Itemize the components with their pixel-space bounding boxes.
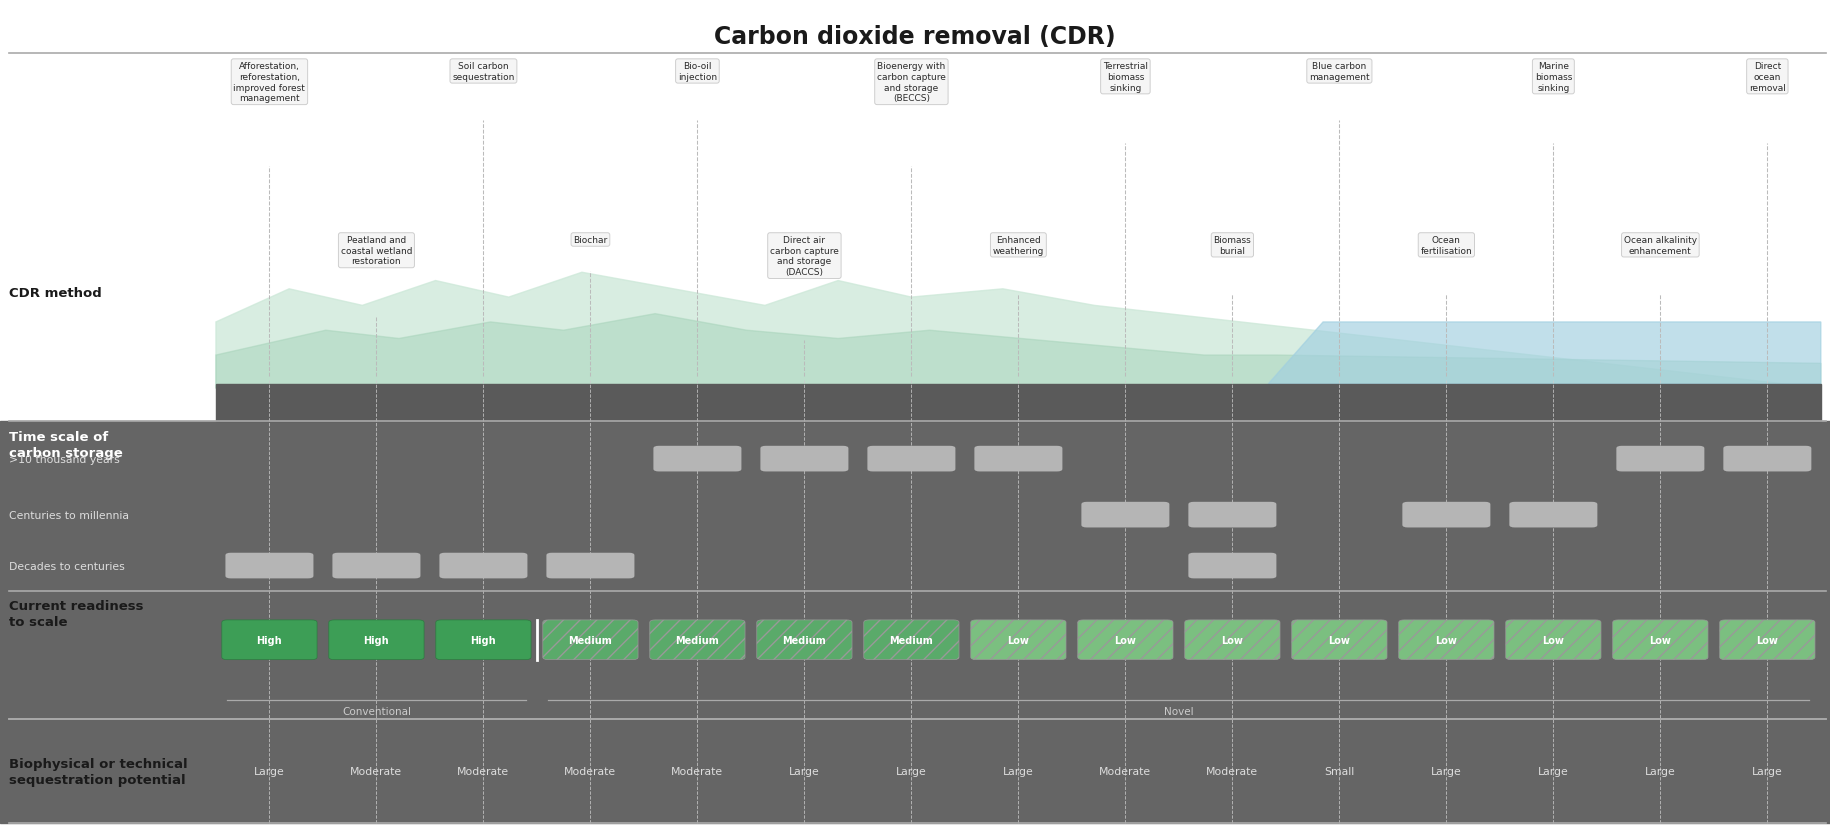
FancyBboxPatch shape	[761, 447, 849, 472]
Polygon shape	[216, 314, 1821, 389]
Text: Moderate: Moderate	[458, 766, 509, 777]
Text: >10 thousand years: >10 thousand years	[9, 454, 121, 464]
Text: Time scale of
carbon storage: Time scale of carbon storage	[9, 430, 123, 459]
Text: Biophysical or technical
sequestration potential: Biophysical or technical sequestration p…	[9, 757, 188, 786]
Text: Bio-oil
injection: Bio-oil injection	[677, 62, 717, 82]
Text: Ocean
fertilisation: Ocean fertilisation	[1420, 236, 1473, 256]
FancyBboxPatch shape	[758, 620, 853, 660]
Text: Novel: Novel	[1164, 706, 1193, 716]
Text: High: High	[256, 635, 282, 645]
Text: Medium: Medium	[569, 635, 613, 645]
Text: Ocean alkalinity
enhancement: Ocean alkalinity enhancement	[1623, 236, 1696, 256]
Bar	[0, 422, 1830, 591]
FancyBboxPatch shape	[1292, 620, 1387, 660]
FancyBboxPatch shape	[974, 447, 1063, 472]
FancyBboxPatch shape	[650, 620, 745, 660]
Text: Current readiness
to scale: Current readiness to scale	[9, 600, 143, 629]
Text: Large: Large	[254, 766, 285, 777]
FancyBboxPatch shape	[439, 553, 527, 579]
FancyBboxPatch shape	[1402, 502, 1490, 528]
FancyBboxPatch shape	[329, 620, 425, 660]
Text: Large: Large	[1431, 766, 1462, 777]
FancyBboxPatch shape	[1082, 502, 1169, 528]
Text: Moderate: Moderate	[672, 766, 723, 777]
FancyBboxPatch shape	[1612, 620, 1707, 660]
Text: Medium: Medium	[783, 635, 827, 645]
Text: Low: Low	[1329, 635, 1351, 645]
Polygon shape	[1268, 323, 1821, 385]
Text: Large: Large	[1645, 766, 1676, 777]
FancyBboxPatch shape	[1188, 553, 1276, 579]
Text: Carbon dioxide removal (CDR): Carbon dioxide removal (CDR)	[714, 25, 1116, 49]
Text: Large: Large	[1537, 766, 1568, 777]
Text: Moderate: Moderate	[1100, 766, 1151, 777]
FancyBboxPatch shape	[333, 553, 421, 579]
FancyBboxPatch shape	[544, 620, 639, 660]
Text: Decades to centuries: Decades to centuries	[9, 561, 124, 571]
FancyBboxPatch shape	[1616, 447, 1704, 472]
Bar	[0, 591, 1830, 719]
Text: Large: Large	[789, 766, 820, 777]
Text: Large: Large	[1751, 766, 1782, 777]
Text: High: High	[364, 635, 390, 645]
Text: Medium: Medium	[889, 635, 933, 645]
FancyBboxPatch shape	[1184, 620, 1279, 660]
Text: Enhanced
weathering: Enhanced weathering	[992, 236, 1045, 256]
Text: Large: Large	[1003, 766, 1034, 777]
Text: Blue carbon
management: Blue carbon management	[1308, 62, 1369, 82]
Text: Soil carbon
sequestration: Soil carbon sequestration	[452, 62, 514, 82]
Text: Low: Low	[1221, 635, 1243, 645]
Text: Medium: Medium	[675, 635, 719, 645]
Text: Low: Low	[1649, 635, 1671, 645]
Text: Low: Low	[1114, 635, 1136, 645]
FancyBboxPatch shape	[1510, 502, 1598, 528]
FancyBboxPatch shape	[436, 620, 531, 660]
Text: Low: Low	[1008, 635, 1028, 645]
Text: Conventional: Conventional	[342, 706, 412, 716]
Text: High: High	[470, 635, 496, 645]
FancyBboxPatch shape	[547, 553, 635, 579]
Text: Bioenergy with
carbon capture
and storage
(BECCS): Bioenergy with carbon capture and storag…	[877, 62, 946, 103]
Text: Small: Small	[1325, 766, 1354, 777]
Text: Moderate: Moderate	[1206, 766, 1259, 777]
Text: Low: Low	[1435, 635, 1457, 645]
Text: Moderate: Moderate	[564, 766, 617, 777]
FancyBboxPatch shape	[1720, 620, 1815, 660]
FancyBboxPatch shape	[1188, 502, 1276, 528]
FancyBboxPatch shape	[225, 553, 313, 579]
Text: Biomass
burial: Biomass burial	[1213, 236, 1252, 256]
Text: Peatland and
coastal wetland
restoration: Peatland and coastal wetland restoration	[340, 236, 412, 266]
Text: Afforestation,
reforestation,
improved forest
management: Afforestation, reforestation, improved f…	[234, 62, 306, 103]
Text: Low: Low	[1757, 635, 1779, 645]
Text: Direct air
carbon capture
and storage
(DACCS): Direct air carbon capture and storage (D…	[770, 236, 838, 277]
FancyBboxPatch shape	[653, 447, 741, 472]
FancyBboxPatch shape	[221, 620, 317, 660]
Text: Moderate: Moderate	[350, 766, 403, 777]
Text: Large: Large	[897, 766, 926, 777]
Bar	[0, 54, 1830, 422]
Text: Centuries to millennia: Centuries to millennia	[9, 510, 130, 520]
Text: Biochar: Biochar	[573, 236, 608, 245]
Bar	[0, 719, 1830, 823]
Text: CDR method: CDR method	[9, 286, 102, 299]
FancyBboxPatch shape	[1506, 620, 1601, 660]
FancyBboxPatch shape	[970, 620, 1067, 660]
Text: Terrestrial
biomass
sinking: Terrestrial biomass sinking	[1103, 62, 1147, 93]
Polygon shape	[216, 273, 1821, 389]
FancyBboxPatch shape	[1078, 620, 1173, 660]
Bar	[216, 385, 1821, 422]
Text: Direct
ocean
removal: Direct ocean removal	[1749, 62, 1786, 93]
FancyBboxPatch shape	[1724, 447, 1812, 472]
FancyBboxPatch shape	[864, 620, 959, 660]
Text: Marine
biomass
sinking: Marine biomass sinking	[1535, 62, 1572, 93]
Text: Low: Low	[1543, 635, 1565, 645]
FancyBboxPatch shape	[867, 447, 955, 472]
FancyBboxPatch shape	[1398, 620, 1493, 660]
